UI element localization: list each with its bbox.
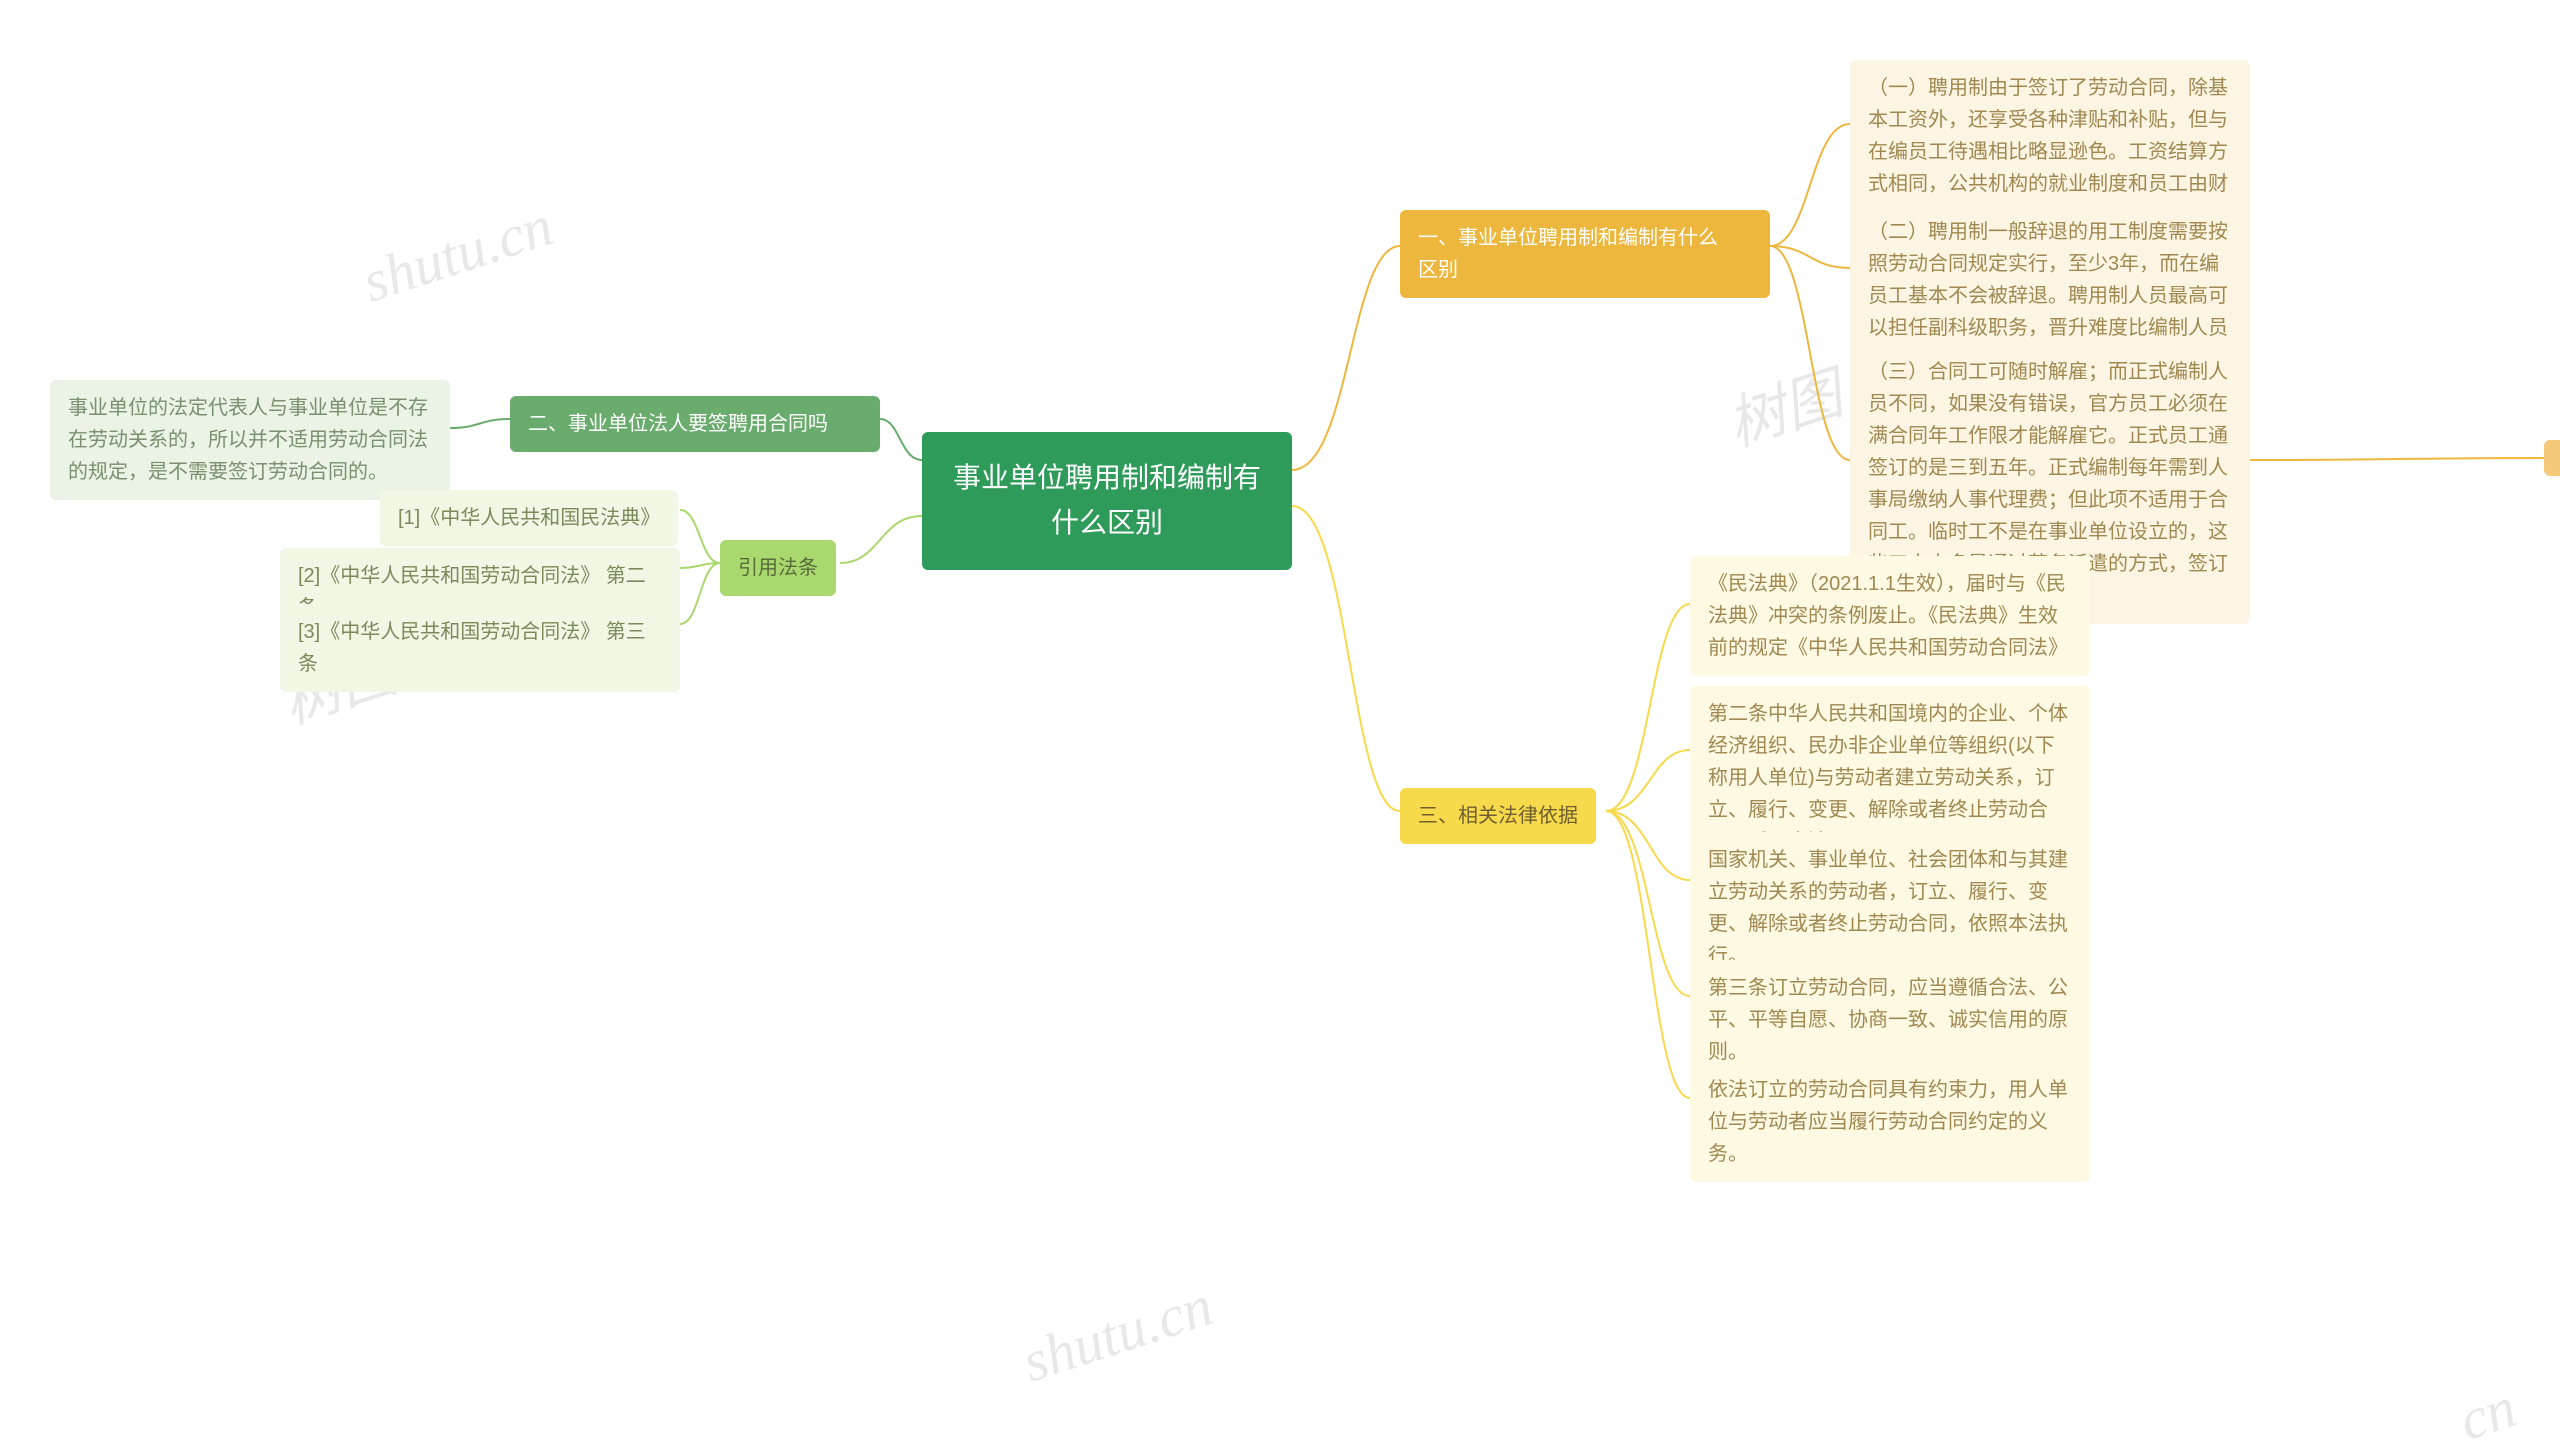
branch-1-line2: 区别 [1418, 254, 1752, 286]
branch-2[interactable]: 二、事业单位法人要签聘用合同吗 [510, 396, 880, 452]
branch-1[interactable]: 一、事业单位聘用制和编制有什么 区别 [1400, 210, 1770, 298]
branch-4[interactable]: 引用法条 [720, 540, 836, 596]
branch-3[interactable]: 三、相关法律依据 [1400, 788, 1596, 844]
leaf-b3-1[interactable]: 《民法典》（2021.1.1生效），届时与《民法典》冲突的条例废止。《民法典》生… [1690, 556, 2090, 676]
branch-1-line1: 一、事业单位聘用制和编制有什么 [1418, 222, 1752, 254]
watermark: shutu.cn [354, 192, 560, 316]
watermark: shutu.cn [1014, 1272, 1220, 1396]
leaf-text: 《民法典》（2021.1.1生效），届时与《民法典》冲突的条例废止。《民法典》生… [1708, 573, 2068, 659]
leaf-b4-1[interactable]: [1]《中华人民共和国民法典》 [380, 490, 678, 546]
leaf-text: 第二条中华人民共和国境内的企业、个体经济组织、民办非企业单位等组织(以下称用人单… [1708, 703, 2068, 853]
branch-2-label: 二、事业单位法人要签聘用合同吗 [528, 413, 828, 435]
watermark: cn [2451, 1373, 2524, 1454]
branch-3-label: 三、相关法律依据 [1418, 805, 1578, 827]
root-label-line2: 什么区别 [952, 501, 1262, 546]
collapse-tab[interactable] [2544, 440, 2560, 476]
branch-4-label: 引用法条 [738, 557, 818, 579]
leaf-text: 第三条订立劳动合同，应当遵循合法、公平、平等自愿、协商一致、诚实信用的原则。 [1708, 977, 2068, 1063]
leaf-text: 国家机关、事业单位、社会团体和与其建立劳动关系的劳动者，订立、履行、变更、解除或… [1708, 849, 2068, 967]
leaf-text: [1]《中华人民共和国民法典》 [398, 507, 660, 529]
leaf-b3-5[interactable]: 依法订立的劳动合同具有约束力，用人单位与劳动者应当履行劳动合同约定的义务。 [1690, 1062, 2090, 1182]
root-node[interactable]: 事业单位聘用制和编制有 什么区别 [922, 432, 1292, 570]
root-label-line1: 事业单位聘用制和编制有 [952, 456, 1262, 501]
leaf-text: 事业单位的法定代表人与事业单位是不存在劳动关系的，所以并不适用劳动合同法的规定，… [68, 397, 428, 483]
leaf-text: 依法订立的劳动合同具有约束力，用人单位与劳动者应当履行劳动合同约定的义务。 [1708, 1079, 2068, 1165]
leaf-b2-1[interactable]: 事业单位的法定代表人与事业单位是不存在劳动关系的，所以并不适用劳动合同法的规定，… [50, 380, 450, 500]
leaf-b4-3[interactable]: [3]《中华人民共和国劳动合同法》 第三条 [280, 604, 680, 692]
leaf-text: [3]《中华人民共和国劳动合同法》 第三条 [298, 621, 646, 675]
